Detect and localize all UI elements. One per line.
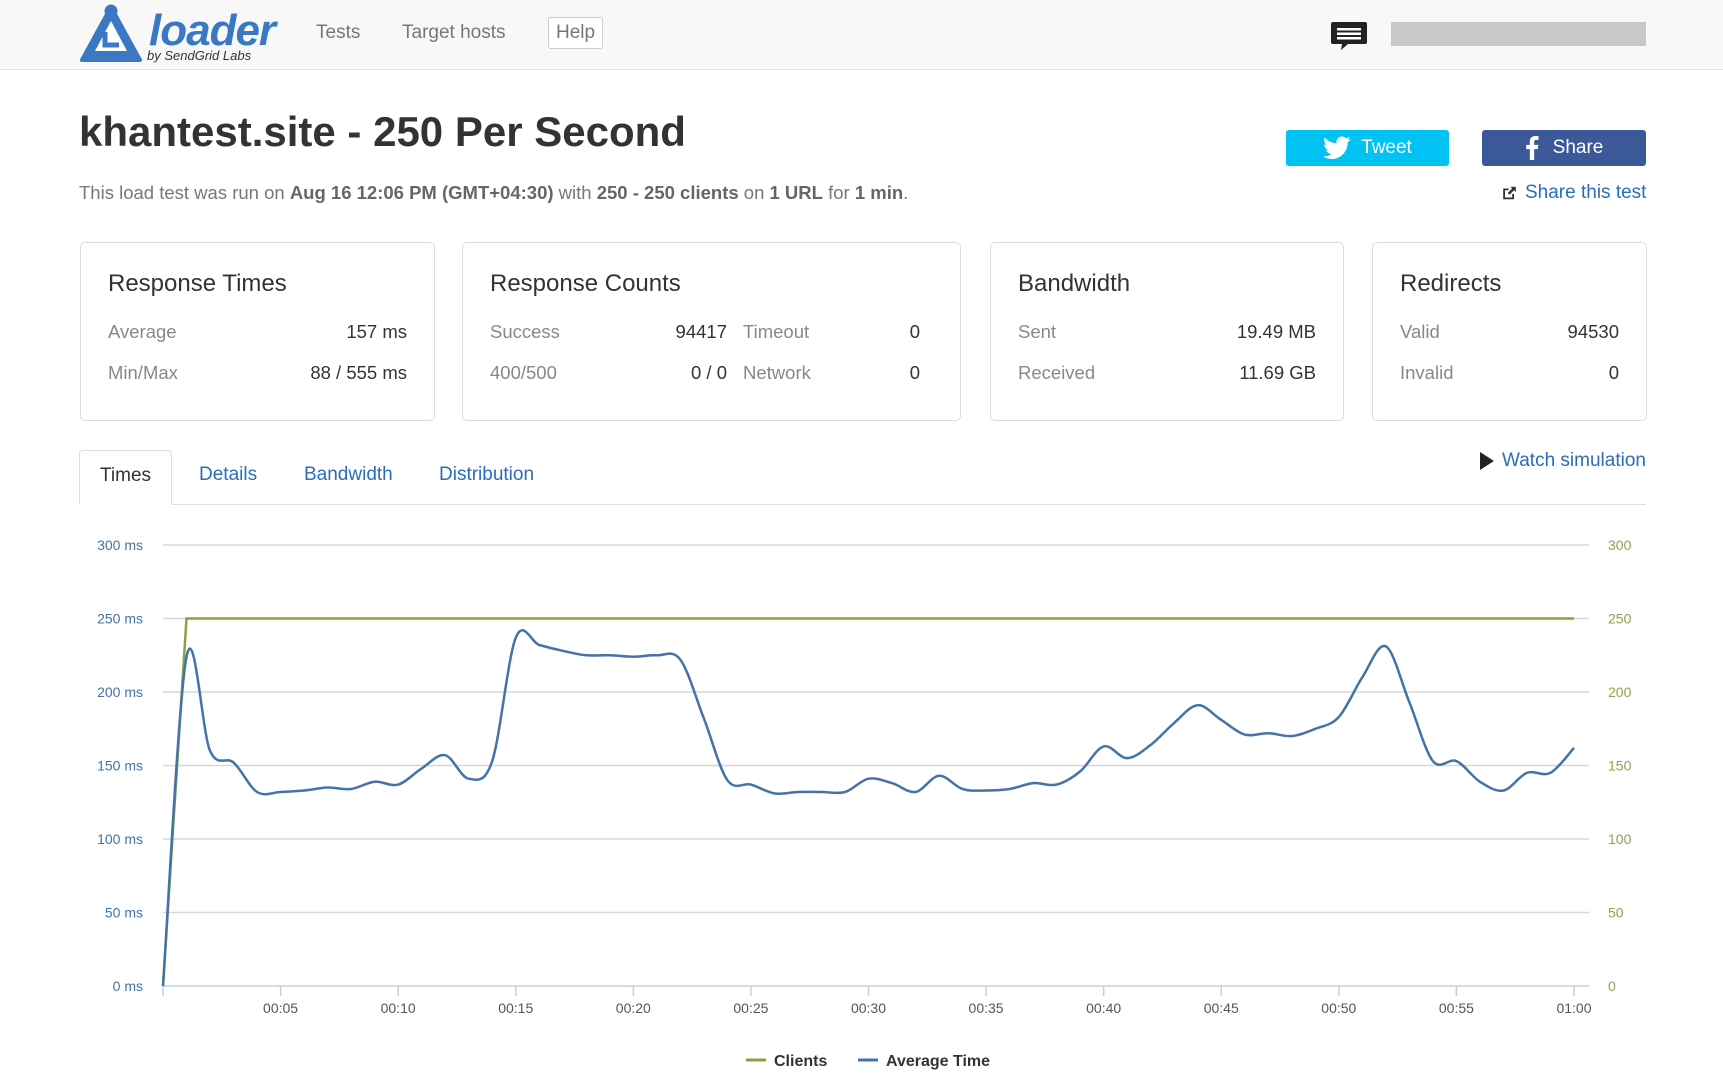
share-this-test-label: Share this test: [1525, 182, 1647, 203]
network-label: Network: [743, 362, 811, 383]
chat-bubble-icon[interactable]: [1330, 20, 1368, 57]
test-clients: 250 - 250 clients: [596, 182, 739, 203]
x-tick-label: 00:15: [498, 1000, 533, 1016]
y-left-tick-label: 250 ms: [97, 611, 143, 627]
share-this-test-link[interactable]: Share this test: [1500, 182, 1646, 204]
timeout-value: 0: [909, 321, 920, 342]
logo-subtitle: by SendGrid Labs: [147, 48, 252, 63]
card-title: Response Times: [108, 270, 287, 297]
card-title: Bandwidth: [1018, 270, 1131, 297]
sent-label: Sent: [1018, 321, 1057, 342]
x-tick-label: 00:20: [616, 1000, 651, 1016]
test-summary: This load test was run on Aug 16 12:06 P…: [79, 182, 909, 203]
x-tick-label: 00:05: [263, 1000, 298, 1016]
tweet-label: Tweet: [1361, 137, 1412, 158]
received-value: 11.69 GB: [1239, 362, 1316, 383]
times-chart: 00:05 00:10 00:15 00:20 00:25 00:30 00:35 00:40…: [97, 537, 1632, 1070]
minmax-label: Min/Max: [108, 362, 178, 383]
errors-value: 0 / 0: [691, 362, 727, 383]
user-account-menu[interactable]: [1391, 22, 1646, 46]
watch-simulation-link[interactable]: Watch simulation: [1480, 450, 1646, 472]
x-tick-label: 00:40: [1086, 1000, 1121, 1016]
response-counts-card: Response Counts Success 94417 Timeout 0 …: [462, 242, 961, 421]
y-left-tick-label: 50 ms: [105, 905, 143, 921]
twitter-bird-icon: [1323, 136, 1351, 159]
x-tick-label: 00:35: [969, 1000, 1004, 1016]
errors-label: 400/500: [490, 362, 557, 383]
timeout-label: Timeout: [743, 321, 810, 342]
loader-logo-icon: [80, 4, 142, 62]
play-icon: [1480, 452, 1494, 470]
legend-item-clients[interactable]: Clients: [746, 1053, 827, 1070]
nav-help-button[interactable]: Help: [548, 17, 604, 49]
facebook-icon: [1525, 136, 1539, 160]
loader-logo[interactable]: loader by SendGrid Labs: [79, 4, 279, 66]
x-tick-label: 00:45: [1204, 1000, 1239, 1016]
success-value: 94417: [675, 321, 727, 342]
success-label: Success: [490, 321, 560, 342]
test-duration: 1 min: [854, 182, 904, 203]
tab-details[interactable]: Details: [199, 464, 258, 485]
valid-value: 94530: [1567, 321, 1619, 342]
network-value: 0: [909, 362, 920, 383]
y-right-tick-label: 50: [1608, 905, 1624, 921]
legend-label: Clients: [774, 1053, 827, 1070]
sent-value: 19.49 MB: [1236, 321, 1316, 342]
x-tick-label: 00:55: [1439, 1000, 1474, 1016]
card-title: Response Counts: [490, 270, 681, 297]
series-line-clients: [161, 617, 1574, 987]
top-navbar: loader by SendGrid Labs Tests Target hos…: [0, 0, 1723, 70]
tab-times[interactable]: Times: [79, 450, 173, 505]
valid-label: Valid: [1400, 321, 1440, 342]
share-external-icon: [1503, 186, 1516, 200]
y-left-tick-label: 200 ms: [97, 684, 143, 700]
bandwidth-card: Bandwidth Sent 19.49 MB Received 11.69 G…: [990, 242, 1344, 421]
tab-distribution[interactable]: Distribution: [439, 464, 535, 485]
logo-wordmark: loader: [149, 6, 276, 55]
test-urls: 1 URL: [769, 182, 823, 203]
received-label: Received: [1018, 362, 1096, 383]
invalid-label: Invalid: [1400, 362, 1454, 383]
redirects-card: Redirects Valid 94530 Invalid 0: [1372, 242, 1647, 421]
y-left-tick-label: 150 ms: [97, 758, 143, 774]
tweet-button[interactable]: Tweet: [1286, 130, 1449, 166]
x-tick-label: 00:50: [1321, 1000, 1356, 1016]
test-date: Aug 16 12:06 PM (GMT+04:30): [289, 182, 554, 203]
tab-bandwidth[interactable]: Bandwidth: [304, 464, 393, 485]
x-tick-label: 00:25: [733, 1000, 768, 1016]
card-title: Redirects: [1400, 270, 1502, 297]
y-left-tick-label: 100 ms: [97, 831, 143, 847]
page-title: khantest.site - 250 Per Second: [79, 108, 686, 155]
y-right-tick-label: 100: [1608, 831, 1632, 847]
y-left-tick-label: 0 ms: [113, 978, 143, 994]
y-right-tick-label: 200: [1608, 684, 1632, 700]
nav-tests[interactable]: Tests: [316, 22, 361, 43]
y-right-tick-label: 300: [1608, 537, 1632, 553]
x-tick-label: 00:30: [851, 1000, 886, 1016]
x-tick-label: 01:00: [1556, 1000, 1591, 1016]
minmax-value: 88 / 555 ms: [310, 362, 407, 383]
y-right-tick-label: 150: [1608, 758, 1632, 774]
legend-item-average-time[interactable]: Average Time: [858, 1053, 990, 1070]
average-label: Average: [108, 321, 177, 342]
tabs-divider: [79, 504, 1646, 505]
response-times-card: Response Times Average 157 ms Min/Max 88…: [80, 242, 435, 421]
y-right-tick-label: 0: [1608, 978, 1616, 994]
series-line-average-time: [161, 629, 1575, 987]
watch-simulation-label: Watch simulation: [1502, 450, 1646, 471]
invalid-value: 0: [1608, 362, 1619, 383]
y-left-tick-label: 300 ms: [97, 537, 143, 553]
legend-label: Average Time: [886, 1053, 990, 1070]
y-right-tick-label: 250: [1608, 611, 1632, 627]
nav-target-hosts[interactable]: Target hosts: [402, 22, 506, 43]
average-value: 157 ms: [346, 321, 407, 342]
facebook-share-button[interactable]: Share: [1482, 130, 1646, 166]
share-label: Share: [1552, 137, 1604, 158]
x-tick-label: 00:10: [381, 1000, 416, 1016]
